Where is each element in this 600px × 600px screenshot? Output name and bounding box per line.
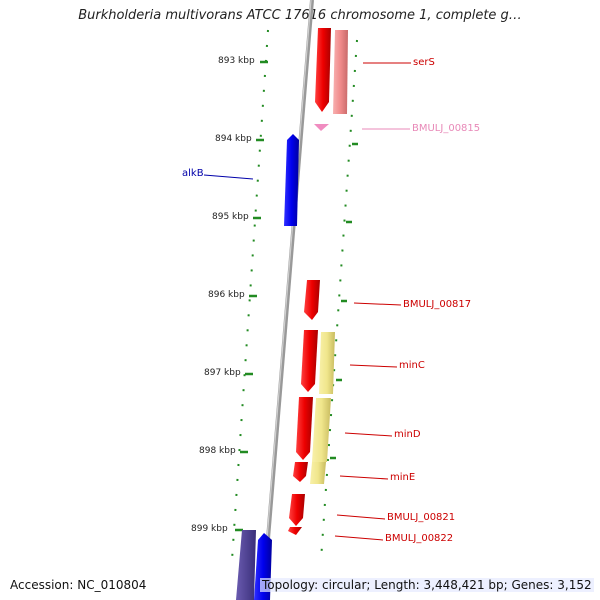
gene-label-BMULJ_00821[interactable]: BMULJ_00821 <box>387 512 456 523</box>
gene-serS[interactable] <box>315 28 348 114</box>
gene-label-serS[interactable]: serS <box>413 57 435 68</box>
ruler-ticks <box>235 60 358 532</box>
chromosome-backbone-highlight <box>261 0 312 600</box>
outer-ruler-dots <box>320 39 358 561</box>
gene-label-BMULJ_00817[interactable]: BMULJ_00817 <box>403 299 472 310</box>
accession-text: Accession: NC_010804 <box>10 578 147 592</box>
gene-label-BMULJ_00822[interactable]: BMULJ_00822 <box>385 533 454 544</box>
ruler-label: 896 kbp <box>208 290 245 300</box>
gene-minC[interactable] <box>301 330 335 394</box>
gene-BMULJ_00822[interactable] <box>288 527 302 535</box>
ruler-label: 895 kbp <box>212 212 249 222</box>
gene-BMULJ_00821[interactable] <box>289 494 305 526</box>
chromosome-backbone <box>261 0 314 600</box>
gene-BMULJ_00815[interactable] <box>314 124 329 131</box>
ruler-label: 899 kbp <box>191 524 228 534</box>
gene-label-minD[interactable]: minD <box>394 429 421 440</box>
topology-text: Topology: circular; Length: 3,448,421 bp… <box>260 578 594 592</box>
gene-minE[interactable] <box>293 462 326 484</box>
ruler-label: 898 kbp <box>199 446 236 456</box>
ruler-label: 897 kbp <box>204 368 241 378</box>
gene-label-minC[interactable]: minC <box>399 360 425 371</box>
ruler-label: 893 kbp <box>218 56 255 66</box>
gene-alkB[interactable] <box>284 134 299 226</box>
ruler-label: 894 kbp <box>215 134 252 144</box>
label-connectors <box>203 62 411 541</box>
gene-minD[interactable] <box>296 397 331 462</box>
gene-BMULJ_00817[interactable] <box>304 280 320 320</box>
gene-label-BMULJ_00815[interactable]: BMULJ_00815 <box>412 123 481 134</box>
gene-label-minE[interactable]: minE <box>390 472 416 483</box>
map-title: Burkholderia multivorans ATCC 17616 chro… <box>78 8 522 23</box>
gene-label-alkB[interactable]: alkB <box>182 168 204 179</box>
